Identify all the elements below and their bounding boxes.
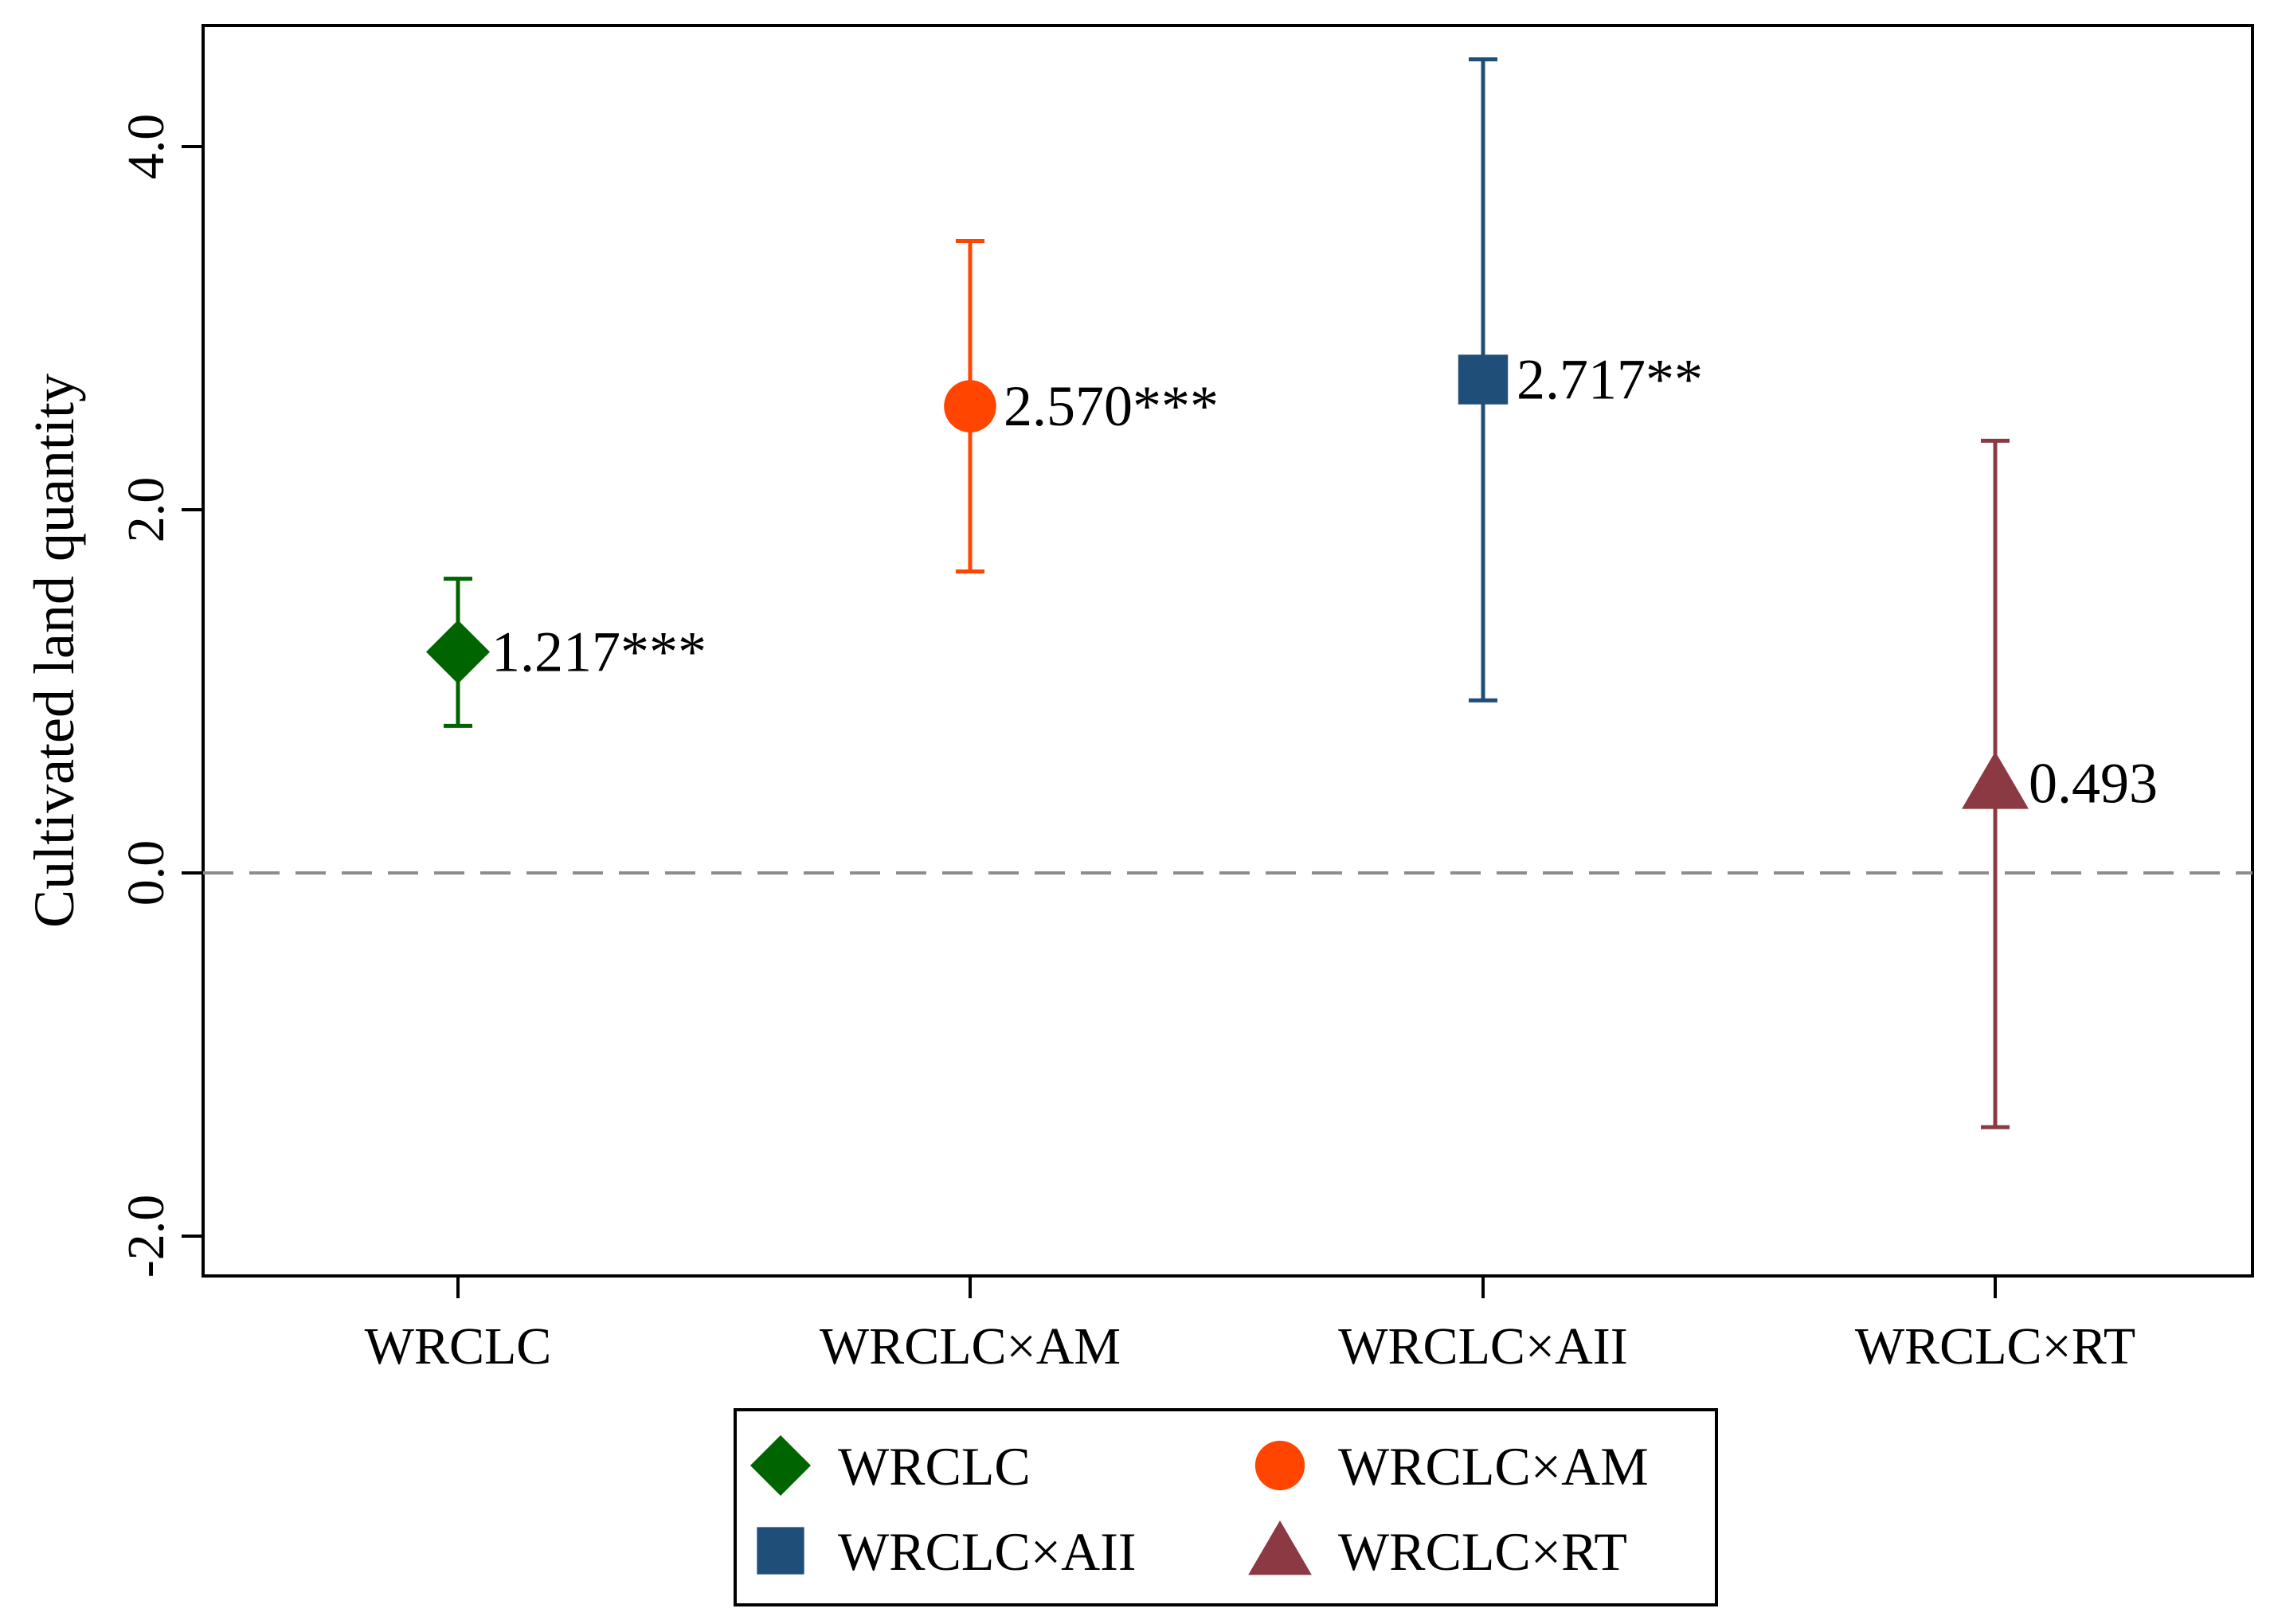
- x-tick-label: WRCLC×RT: [1855, 1317, 2135, 1376]
- y-tick-label: 4.0: [117, 114, 175, 180]
- coefficient-point: [426, 620, 490, 684]
- plot-area-frame: [202, 24, 2254, 1278]
- legend: WRCLC WRCLC×AM WRCLC×AII WRCLC×RT: [750, 1435, 1649, 1582]
- plot-marks: 1.217*** 2.570*** 2.717** 0.493: [426, 57, 2158, 1129]
- y-axis-label: Cultivated land quantity: [22, 374, 86, 928]
- legend-label: WRCLC×AII: [838, 1521, 1137, 1582]
- x-tick-label: WRCLC×AM: [820, 1317, 1121, 1376]
- legend-label: WRCLC×RT: [1338, 1521, 1627, 1582]
- coefficient-point: [944, 380, 996, 432]
- y-axis: -2.0 0.0 2.0 4.0: [117, 114, 203, 1278]
- legend-marker: [750, 1435, 811, 1496]
- legend-marker: [757, 1527, 804, 1575]
- y-tick-label: 2.0: [117, 477, 175, 543]
- coefficient-point: [1458, 354, 1509, 405]
- legend-label: WRCLC×AM: [1338, 1436, 1649, 1497]
- y-tick-label: -2.0: [117, 1195, 175, 1278]
- coefficient-point: [1962, 751, 2029, 809]
- legend-box: [734, 1408, 1718, 1606]
- x-tick-label: WRCLC: [365, 1317, 552, 1376]
- x-tick-label: WRCLC×AII: [1338, 1317, 1628, 1376]
- coefficient-data-label: 0.493: [2029, 752, 2158, 816]
- coefficient-data-label: 2.717**: [1517, 348, 1703, 412]
- coefficient-data-label: 2.570***: [1004, 374, 1219, 438]
- y-tick-label: 0.0: [117, 840, 175, 906]
- x-axis: WRCLC WRCLC×AM WRCLC×AII WRCLC×RT: [365, 1276, 2135, 1376]
- legend-marker: [1254, 1440, 1305, 1491]
- legend-label: WRCLC: [838, 1436, 1031, 1497]
- legend-marker: [1248, 1520, 1312, 1575]
- coefficient-data-label: 1.217***: [491, 620, 706, 684]
